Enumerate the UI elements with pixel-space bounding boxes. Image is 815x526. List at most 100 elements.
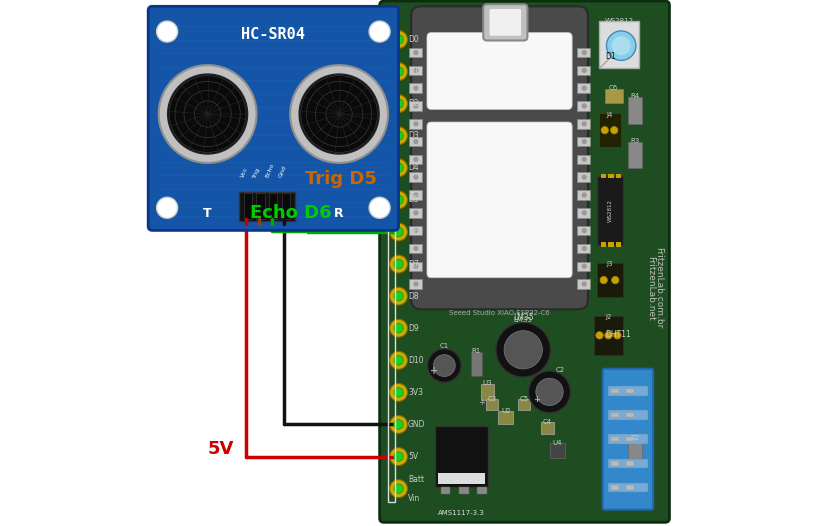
Bar [628, 142, 641, 168]
Circle shape [413, 139, 419, 144]
Bar [628, 437, 641, 466]
Bar [577, 208, 590, 218]
Bar [577, 84, 590, 93]
Circle shape [390, 31, 408, 48]
Circle shape [434, 355, 456, 377]
Bar [577, 102, 590, 111]
Circle shape [582, 68, 587, 73]
Text: 5V: 5V [208, 440, 234, 458]
Circle shape [290, 65, 388, 163]
Text: Seeed Studio XIAO ESP32-C6: Seeed Studio XIAO ESP32-C6 [449, 310, 550, 316]
Text: U3: U3 [482, 380, 492, 386]
Text: D1: D1 [408, 67, 419, 76]
Text: T: T [203, 207, 212, 219]
Bar [409, 48, 421, 57]
Bar [409, 261, 421, 271]
FancyBboxPatch shape [148, 6, 399, 230]
Text: Gnd: Gnd [277, 165, 287, 179]
Bar [499, 411, 513, 424]
Text: D8: D8 [408, 291, 419, 301]
Bar [388, 32, 395, 502]
Circle shape [496, 322, 551, 377]
Bar [608, 459, 648, 468]
Bar [609, 174, 614, 178]
Circle shape [413, 264, 419, 269]
Bar [257, 193, 265, 219]
Circle shape [390, 416, 408, 433]
Bar [600, 113, 620, 147]
Circle shape [390, 191, 408, 209]
Circle shape [582, 139, 587, 144]
Bar [240, 191, 295, 220]
Text: FritzenLab.com.br: FritzenLab.com.br [654, 247, 663, 329]
Circle shape [390, 351, 408, 369]
Circle shape [413, 175, 419, 180]
Bar [577, 226, 590, 235]
Bar [409, 84, 421, 93]
Circle shape [394, 420, 403, 429]
Bar [626, 389, 634, 393]
Text: C1: C1 [440, 343, 449, 349]
Bar [487, 399, 498, 410]
Circle shape [390, 95, 408, 113]
Bar [616, 174, 621, 178]
Circle shape [582, 175, 587, 180]
Circle shape [606, 31, 636, 60]
Text: WS2812: WS2812 [607, 199, 613, 222]
Text: C2: C2 [556, 367, 565, 372]
Text: Echo: Echo [264, 163, 275, 179]
Bar [611, 389, 619, 393]
Text: C4: C4 [542, 419, 552, 425]
Bar [409, 155, 421, 164]
Circle shape [394, 259, 403, 269]
Circle shape [612, 36, 631, 55]
Circle shape [168, 74, 248, 154]
Bar [611, 413, 619, 417]
Text: D6: D6 [408, 227, 419, 237]
Text: J2: J2 [606, 314, 612, 320]
Circle shape [390, 480, 408, 498]
Circle shape [394, 356, 403, 365]
FancyBboxPatch shape [490, 9, 521, 36]
Circle shape [394, 452, 403, 461]
Text: Trig: Trig [253, 166, 262, 179]
Text: 3V3: 3V3 [408, 388, 423, 397]
Circle shape [413, 193, 419, 198]
Text: J4: J4 [607, 112, 613, 117]
Circle shape [394, 195, 403, 205]
FancyBboxPatch shape [602, 369, 653, 510]
Circle shape [394, 323, 403, 333]
Bar [601, 174, 606, 178]
Circle shape [582, 193, 587, 198]
Bar [577, 119, 590, 128]
Circle shape [394, 99, 403, 108]
Bar [577, 155, 590, 164]
FancyBboxPatch shape [427, 122, 572, 278]
Bar [409, 244, 421, 253]
Text: R1: R1 [472, 348, 481, 354]
Bar [626, 485, 634, 490]
Bar [518, 399, 530, 410]
Bar [441, 487, 450, 494]
Text: D4: D4 [408, 163, 419, 173]
Circle shape [528, 371, 570, 413]
Text: LM35: LM35 [513, 317, 532, 323]
Bar [600, 21, 639, 68]
Bar [628, 97, 641, 124]
Bar [409, 190, 421, 200]
FancyBboxPatch shape [412, 6, 588, 309]
FancyBboxPatch shape [427, 33, 572, 109]
Bar [244, 193, 252, 219]
Bar [608, 386, 648, 396]
Text: +: + [478, 398, 485, 407]
Bar [577, 261, 590, 271]
Bar [409, 173, 421, 182]
Bar [577, 173, 590, 182]
Circle shape [614, 332, 621, 339]
Bar [611, 485, 619, 490]
Circle shape [582, 86, 587, 91]
Bar [281, 193, 290, 219]
Bar [594, 316, 623, 355]
Bar [577, 190, 590, 200]
Bar [601, 242, 606, 247]
